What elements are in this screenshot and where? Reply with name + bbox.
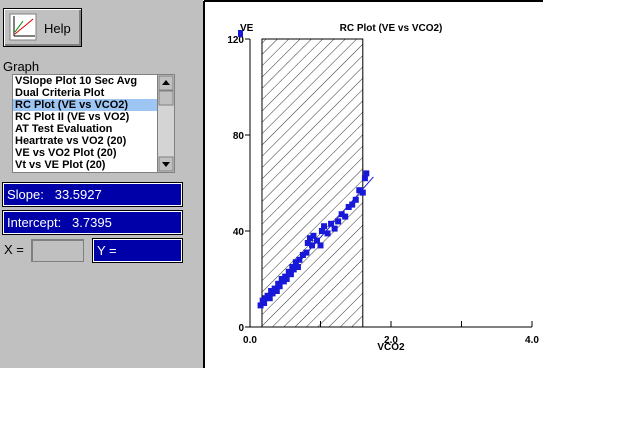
data-point — [299, 252, 306, 258]
intercept-value: 3.7395 — [72, 215, 112, 230]
y-box: Y = — [92, 238, 183, 263]
data-point — [276, 283, 283, 290]
fit-line — [260, 176, 374, 307]
graph-list-item[interactable]: Vt vs VE Plot (20) — [15, 159, 106, 171]
data-point — [328, 220, 335, 227]
x-tick-label: 0.0 — [243, 335, 257, 346]
graph-list-item[interactable]: VE vs VO2 Plot (20) — [15, 147, 117, 159]
data-point — [335, 218, 342, 225]
y-tick-label: 80 — [233, 131, 245, 142]
graph-list-item[interactable]: AT Test Evaluation — [15, 123, 113, 135]
graph-list[interactable]: VSlope Plot 10 Sec Avg Dual Criteria Plot… — [12, 74, 175, 173]
data-point — [363, 170, 370, 177]
chart-title: RC Plot (VE vs VCO2) — [340, 23, 443, 34]
data-point — [359, 189, 366, 196]
data-point — [304, 240, 311, 246]
data-point — [283, 276, 290, 282]
data-point — [290, 266, 297, 273]
y-axis-label: VE — [240, 23, 254, 34]
graph-label: Graph — [3, 59, 40, 74]
data-point — [352, 196, 359, 203]
x-tick-label: 2.0 — [384, 335, 398, 346]
x-tick-label: 4.0 — [525, 335, 539, 346]
data-point — [345, 204, 352, 210]
data-point — [321, 223, 328, 230]
data-point — [303, 249, 310, 256]
data-point — [306, 235, 313, 242]
y-tick-label: 0 — [238, 323, 244, 334]
data-point — [310, 232, 317, 239]
data-point — [261, 300, 268, 306]
y-label: Y = — [97, 243, 117, 258]
slope-box: Slope: 33.5927 — [2, 182, 183, 207]
data-point — [287, 271, 294, 278]
graph-list-item[interactable]: RC Plot II (VE vs VO2) — [15, 111, 130, 123]
data-point — [338, 211, 345, 218]
data-point — [309, 242, 316, 249]
y-tick-label: 40 — [233, 227, 245, 238]
data-point — [331, 225, 338, 232]
y-tick-label: 120 — [227, 35, 244, 46]
intercept-box: Intercept: 3.7395 — [2, 210, 183, 235]
data-point — [318, 228, 325, 234]
help-label: Help — [44, 21, 71, 36]
scrollbar[interactable] — [157, 75, 174, 172]
chart: RC Plot (VE vs VCO2) VE VCO2 0 40 80 120 0.0… — [203, 0, 543, 368]
data-point — [292, 259, 299, 266]
data-point — [273, 288, 280, 294]
data-point — [294, 264, 301, 270]
left-panel: Help Graph VSlope Plot 10 Sec Avg Dual Cr… — [0, 0, 203, 368]
data-point — [361, 175, 368, 182]
data-point — [296, 256, 303, 263]
legend-marker — [238, 30, 243, 37]
data-point — [269, 290, 276, 297]
x-label: X = — [4, 242, 24, 257]
scroll-arrows — [158, 75, 174, 172]
data-point — [349, 201, 356, 208]
help-icon — [9, 13, 37, 41]
slope-label: Slope: — [7, 187, 44, 202]
graph-list-item[interactable]: Heartrate vs VO2 (20) — [15, 135, 127, 147]
data-point — [342, 213, 349, 220]
slope-value: 33.5927 — [54, 187, 102, 202]
data-point — [324, 230, 331, 237]
x-axis-label: VCO2 — [377, 342, 405, 353]
graph-list-item[interactable]: VSlope Plot 10 Sec Avg — [15, 75, 138, 87]
graph-list-item[interactable]: Dual Criteria Plot — [15, 87, 105, 99]
help-button[interactable]: Help — [3, 8, 82, 47]
data-point — [317, 242, 324, 249]
intercept-label: Intercept: — [7, 215, 62, 230]
data-point — [266, 295, 273, 302]
x-input[interactable] — [31, 239, 84, 262]
data-point — [356, 187, 363, 194]
graph-list-item[interactable]: RC Plot (VE vs VCO2) — [13, 99, 157, 111]
data-point — [313, 237, 320, 244]
